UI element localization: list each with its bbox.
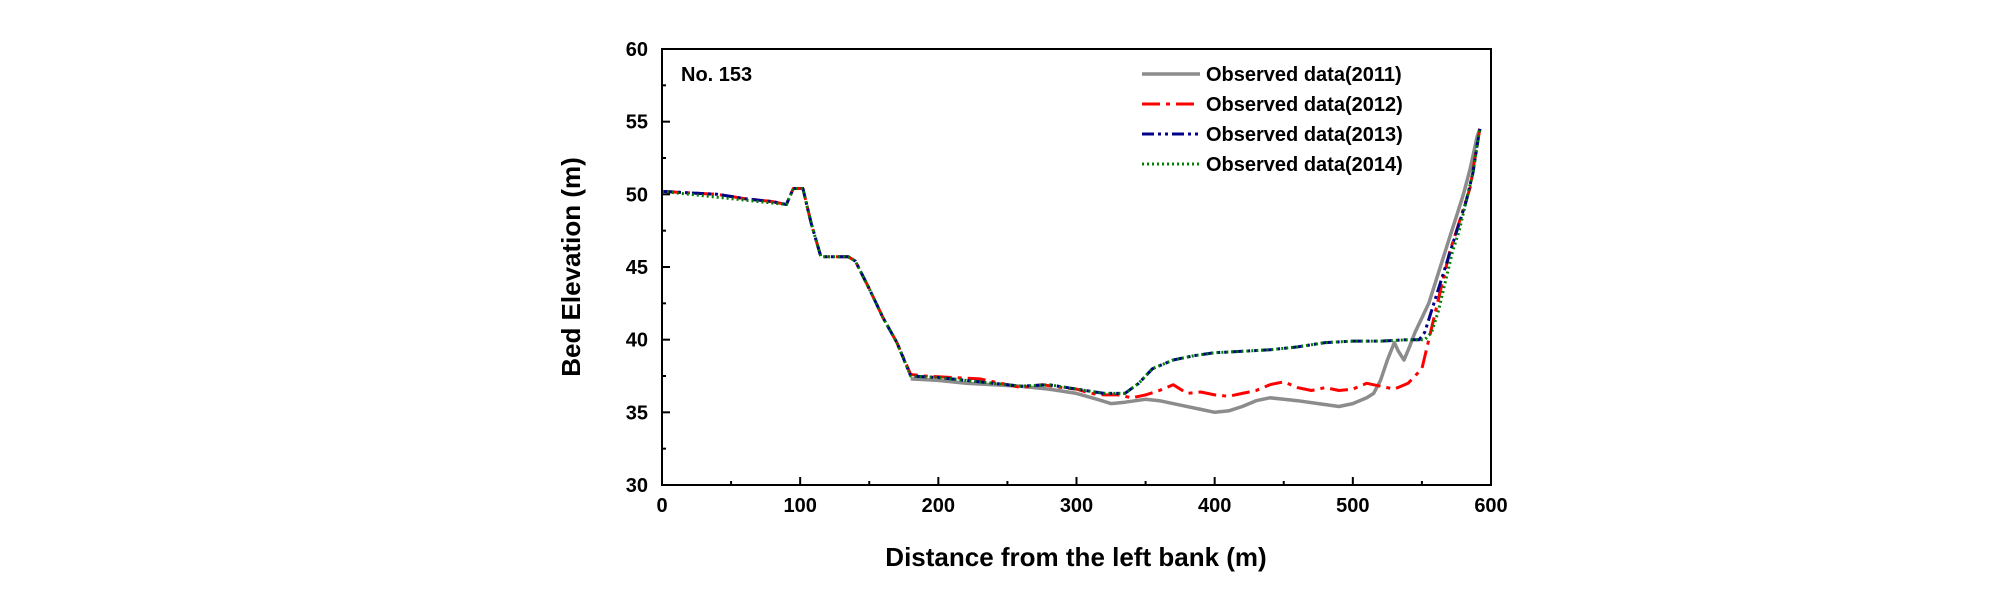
series-line-2	[661, 128, 1482, 400]
x-tick-label: 100	[783, 495, 816, 517]
y-tick-label: 45	[626, 257, 648, 279]
x-tick-label: 400	[1198, 495, 1231, 517]
y-tick-label: 50	[626, 184, 648, 206]
x-tick-label: 600	[1474, 495, 1507, 517]
axis-ticks: 0 100 200 300 400 500 600 30 35 40 45 50 55 60	[626, 39, 1508, 517]
y-axis-title: Bed Elevation (m)	[556, 157, 586, 377]
y-tick-label: 55	[626, 112, 648, 134]
series-line-4	[661, 128, 1482, 395]
y-tick-label: 30	[626, 475, 648, 497]
legend-label-3: Observed data(2013)	[1206, 124, 1403, 146]
legend-label-1: Observed data(2011)	[1206, 64, 1402, 86]
y-tick-label: 35	[626, 402, 648, 424]
x-tick-label: 0	[656, 495, 667, 517]
legend-label-4: Observed data(2014)	[1206, 154, 1403, 176]
x-tick-label: 200	[922, 495, 955, 517]
legend: Observed data(2011) Observed data(2012) Ob…	[1142, 64, 1403, 176]
y-tick-label: 60	[626, 39, 648, 61]
x-tick-label: 500	[1336, 495, 1369, 517]
legend-label-2: Observed data(2012)	[1206, 94, 1403, 116]
y-tick-label: 40	[626, 330, 648, 352]
series-line-1	[910, 128, 1482, 415]
x-axis-title: Distance from the left bank (m)	[885, 542, 1266, 572]
x-tick-label: 300	[1060, 495, 1093, 517]
chart-annotation: No. 153	[681, 64, 752, 86]
plot-lines	[661, 128, 1482, 415]
